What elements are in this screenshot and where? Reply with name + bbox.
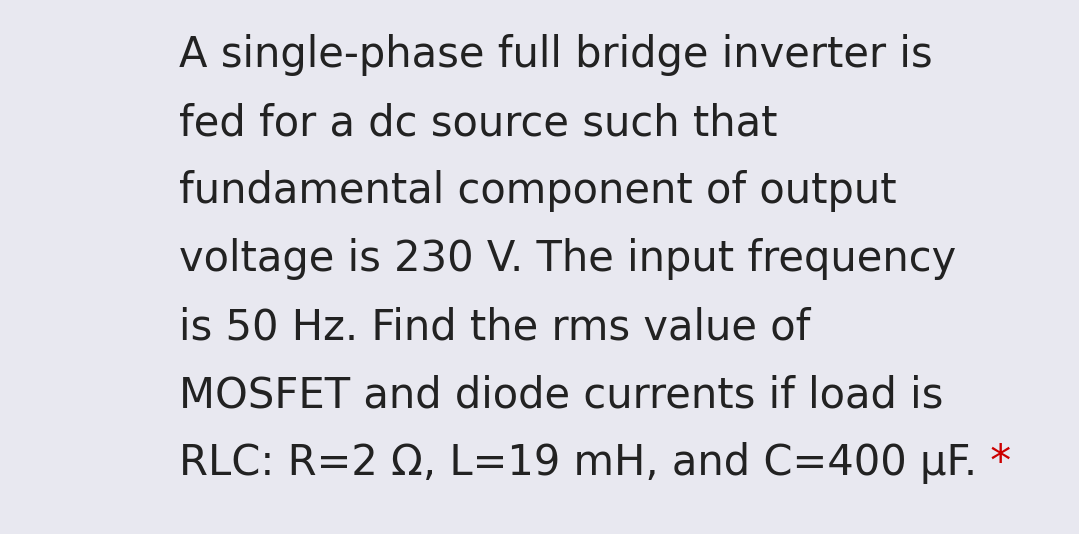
Text: fundamental component of output: fundamental component of output: [179, 170, 897, 212]
Text: is 50 Hz. Find the rms value of: is 50 Hz. Find the rms value of: [179, 306, 810, 348]
Text: fed for a dc source such that: fed for a dc source such that: [179, 102, 778, 144]
Text: MOSFET and diode currents if load is: MOSFET and diode currents if load is: [179, 374, 944, 416]
Text: voltage is 230 V. The input frequency: voltage is 230 V. The input frequency: [179, 238, 956, 280]
Text: *: *: [978, 442, 1011, 484]
Text: RLC: R=2 Ω, L=19 mH, and C=400 μF.: RLC: R=2 Ω, L=19 mH, and C=400 μF.: [179, 442, 978, 484]
Text: A single-phase full bridge inverter is: A single-phase full bridge inverter is: [179, 34, 933, 76]
